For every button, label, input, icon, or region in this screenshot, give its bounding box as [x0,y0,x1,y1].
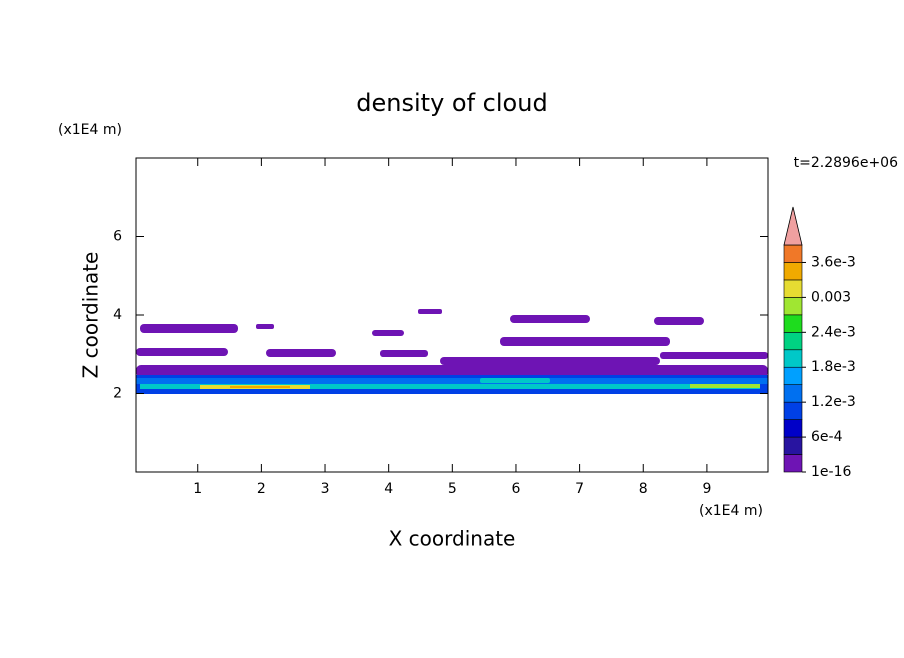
colorbar-swatch [783,401,803,420]
x-tick-label: 5 [448,481,457,497]
x-tick-label: 6 [512,481,521,497]
colorbar-swatch [783,262,803,281]
cloud-blob [140,384,760,389]
x-tick-label: 1 [193,481,202,497]
colorbar-swatch [783,314,803,333]
colorbar-label: 1.8e-3 [811,359,856,375]
cloud-blob [136,365,768,377]
cloud-blob [136,348,228,356]
cloud-blob [266,349,336,357]
y-tick-label: 4 [113,307,122,323]
colorbar-swatch [783,436,803,455]
colorbar-label: 3.6e-3 [811,254,856,270]
y-tick-label: 6 [113,229,122,245]
x-tick-label: 2 [257,481,266,497]
cloud-blob [380,350,428,357]
time-label: t=2.2896e+06 [794,155,898,171]
x-tick-label: 4 [384,481,393,497]
colorbar-swatch [783,454,803,473]
x-axis-label: X coordinate [389,527,516,551]
colorbar-swatch [783,366,803,385]
x-tick-label: 3 [321,481,330,497]
cloud-blob [660,352,768,359]
colorbar-swatch [783,279,803,298]
chart-title: density of cloud [356,89,547,117]
plot-frame [135,157,769,473]
y-tick-label: 2 [113,386,122,402]
colorbar-swatch [783,244,803,263]
cloud-blob [372,330,404,336]
cloud-blob [480,378,550,383]
y-unit: (x1E4 m) [58,122,122,138]
y-axis-label: Z coordinate [79,252,103,379]
x-tick-label: 8 [639,481,648,497]
x-tick-label: 9 [702,481,711,497]
colorbar-label: 1.2e-3 [811,394,856,410]
cloud-blob [256,324,274,329]
colorbar-swatch [783,297,803,316]
colorbar-swatch [783,419,803,438]
cloud-blob [230,386,290,388]
cloud-blob [690,384,760,388]
x-unit: (x1E4 m) [699,503,763,519]
colorbar-label: 1e-16 [811,464,851,480]
cloud-blob [136,378,768,384]
colorbar-label: 0.003 [811,289,851,305]
cloud-field [136,309,768,394]
colorbar-swatch [783,349,803,368]
colorbar-label: 2.4e-3 [811,324,856,340]
colorbar-swatch [783,384,803,403]
cloud-blob [500,337,670,346]
cloud-blob [654,317,704,325]
cloud-blob [440,357,660,365]
cloud-blob [418,309,442,314]
colorbar-label: 6e-4 [811,429,843,445]
colorbar-swatch [783,332,803,351]
colorbar-overflow [783,206,803,246]
cloud-blob [510,315,590,323]
cloud-blob [140,324,238,333]
x-tick-label: 7 [575,481,584,497]
